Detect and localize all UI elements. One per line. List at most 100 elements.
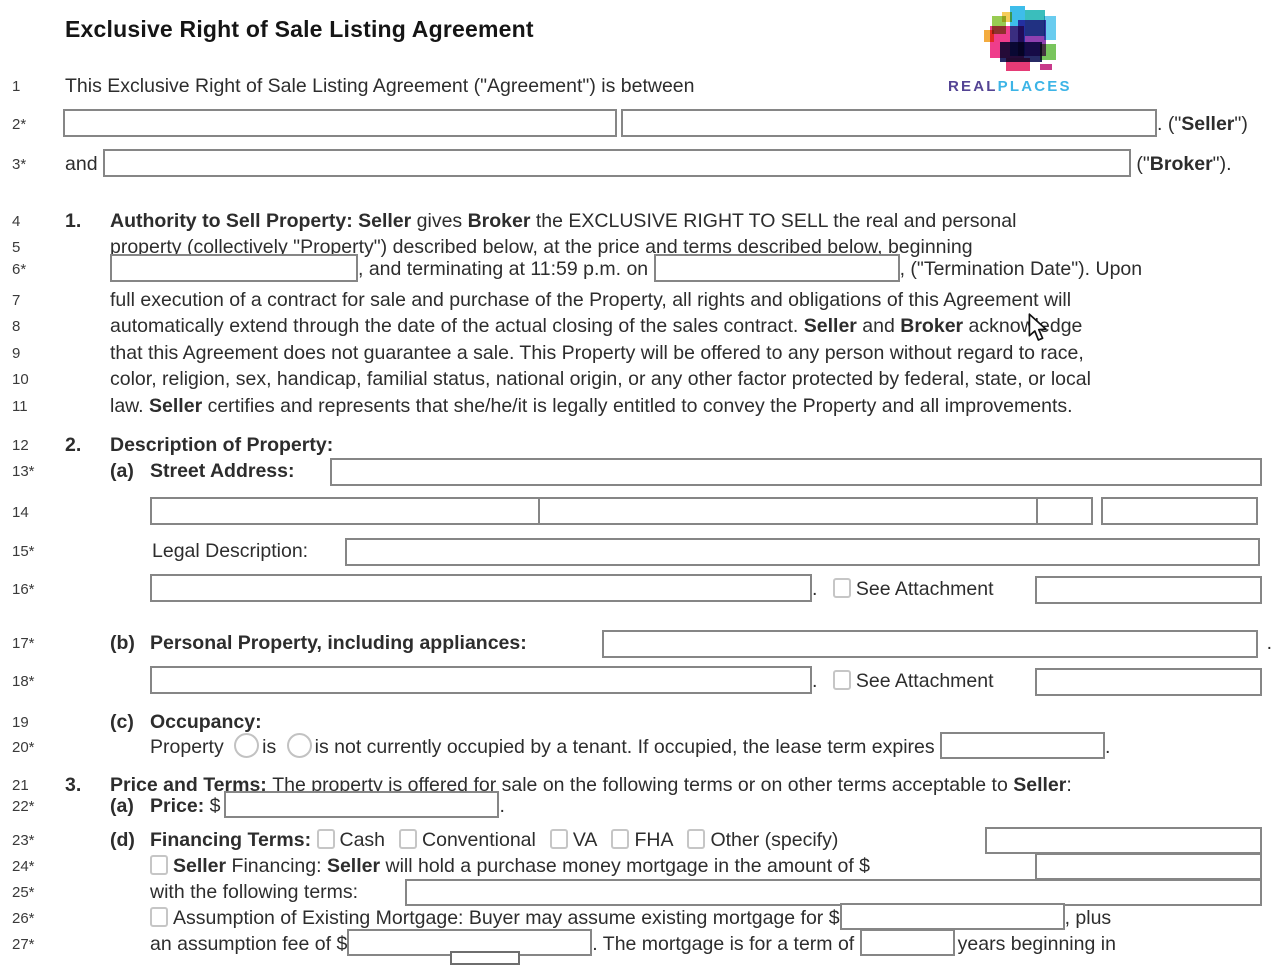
text-run: is — [262, 736, 282, 758]
conventional-checkbox[interactable] — [399, 828, 418, 849]
text-run: property (collectively "Property") descr… — [110, 236, 973, 258]
fha-checkbox[interactable] — [611, 828, 630, 849]
seller-financing-checkbox[interactable] — [150, 854, 168, 875]
text-run: and — [65, 153, 103, 175]
county-input[interactable] — [538, 496, 1038, 525]
text-run: . (" — [1157, 113, 1182, 135]
text-run-bold: Seller — [1013, 774, 1067, 796]
realplaces-logo-icon — [984, 6, 1062, 74]
subsection-label: (c) — [110, 711, 134, 733]
legal-description-cont-input[interactable] — [150, 573, 812, 602]
line-number: 12 — [12, 437, 29, 454]
attachment-name-input-2[interactable] — [1035, 668, 1262, 696]
line-number: 11 — [12, 398, 28, 415]
form-line: 24* Seller Financing: Seller will hold a … — [0, 852, 1280, 881]
see-attachment-checkbox-2[interactable] — [832, 669, 851, 690]
line-number: 4 — [12, 213, 21, 230]
seller-name-input-2[interactable] — [621, 108, 1157, 137]
text-run: : — [1066, 774, 1072, 796]
text-run: ") — [1234, 113, 1248, 135]
attachment-name-input[interactable] — [1035, 576, 1262, 604]
termination-date-input[interactable] — [653, 253, 900, 282]
text-run: , ("Termination Date"). Upon — [899, 258, 1143, 280]
beginning-date-input[interactable] — [110, 253, 358, 282]
logo-block — [1000, 42, 1042, 62]
section-heading: Occupancy: — [150, 711, 262, 733]
not-occupied-radio[interactable] — [286, 733, 312, 759]
mortgage-term-years-input[interactable] — [859, 929, 955, 957]
city-input[interactable] — [150, 496, 540, 525]
financing-terms-input[interactable] — [405, 879, 1262, 906]
line-number: 8 — [12, 318, 21, 335]
see-attachment-checkbox[interactable] — [832, 577, 851, 598]
text-run: color, religion, sex, handicap, familial… — [110, 368, 1091, 390]
subsection-label: (a) — [110, 795, 134, 817]
logo-block — [1040, 64, 1052, 70]
text-run: is not currently occupied by a tenant. I… — [314, 736, 941, 758]
cash-checkbox[interactable] — [316, 828, 335, 849]
text-run: with the following terms: — [150, 881, 359, 903]
mouse-cursor-icon — [1027, 313, 1053, 343]
checkbox-label: See Attachment — [855, 670, 994, 692]
form-line: 19 (c) Occupancy: — [0, 708, 1280, 737]
line-number: 10 — [12, 371, 29, 388]
section-number: 2. — [65, 434, 82, 456]
text-run: and — [856, 315, 901, 337]
price-input[interactable] — [224, 791, 500, 819]
seller-financing-amount-input[interactable] — [1035, 853, 1262, 880]
legal-description-input[interactable] — [345, 538, 1260, 566]
line-number: 19 — [12, 714, 29, 731]
checkbox-label: Conventional — [422, 829, 536, 851]
state-input[interactable] — [1036, 496, 1093, 525]
line-number: 26* — [12, 910, 35, 927]
text-run: This Exclusive Right of Sale Listing Agr… — [65, 75, 695, 97]
other-checkbox[interactable] — [687, 828, 706, 849]
broker-name-input[interactable] — [102, 148, 1131, 177]
form-line: 3* and ("Broker"). — [0, 148, 1280, 179]
form-line: 20* Property is is not currently occupied… — [0, 732, 1280, 762]
text-run: gives — [411, 210, 468, 232]
field-label: Personal Property, including appliances: — [150, 632, 527, 654]
logo-block — [1006, 58, 1030, 71]
form-line: 4 1. Authority to Sell Property: Seller gi… — [0, 207, 1280, 236]
street-address-input[interactable] — [330, 458, 1262, 486]
text-run: , plus — [1064, 907, 1112, 929]
line-number: 3* — [12, 156, 27, 173]
line-number: 2* — [12, 116, 27, 133]
text-run: (" — [1130, 153, 1150, 175]
personal-property-cont-input[interactable] — [150, 665, 812, 694]
line-number: 5 — [12, 239, 21, 256]
assumption-checkbox[interactable] — [150, 906, 168, 927]
lease-term-expires-input[interactable] — [940, 732, 1106, 760]
text-run: the EXCLUSIVE RIGHT TO SELL the real and… — [530, 210, 1017, 232]
form-line: 23* (d) Financing Terms: Cash Conventional V… — [0, 826, 1280, 855]
form-line: 25* with the following terms: — [0, 878, 1280, 907]
field-label: Street Address: — [150, 460, 295, 482]
other-specify-input[interactable] — [985, 827, 1262, 854]
seller-name-input-1[interactable] — [63, 108, 617, 137]
text-run: . — [812, 578, 823, 600]
text-run-bold: Seller — [803, 315, 857, 337]
section-number: 1. — [65, 210, 82, 232]
subsection-label: (d) — [110, 829, 135, 851]
zip-input[interactable] — [1101, 496, 1258, 525]
occupied-radio[interactable] — [234, 733, 260, 759]
checkbox-label: VA — [572, 829, 598, 851]
checkbox-label: FHA — [634, 829, 674, 851]
existing-mortgage-amount-input[interactable] — [839, 903, 1065, 931]
text-run: $ — [209, 795, 221, 817]
va-checkbox[interactable] — [549, 828, 568, 849]
line-number: 27* — [12, 936, 35, 953]
text-run-bold: Seller — [358, 210, 412, 232]
partial-input-box[interactable] — [450, 951, 520, 965]
form-line: 8 automatically extend through the date o… — [0, 312, 1280, 341]
form-line: 11 law. Seller certifies and represents t… — [0, 392, 1280, 421]
text-run: full execution of a contract for sale an… — [110, 289, 1072, 311]
personal-property-input[interactable] — [602, 630, 1258, 658]
section-heading: Authority to Sell Property: — [110, 210, 359, 232]
form-line: 14 — [0, 496, 1280, 527]
line-number: 22* — [12, 798, 35, 815]
text-run: Assumption of Existing Mortgage: Buyer m… — [173, 907, 840, 929]
text-run-bold: Broker — [900, 315, 964, 337]
text-run-bold: Broker — [467, 210, 531, 232]
